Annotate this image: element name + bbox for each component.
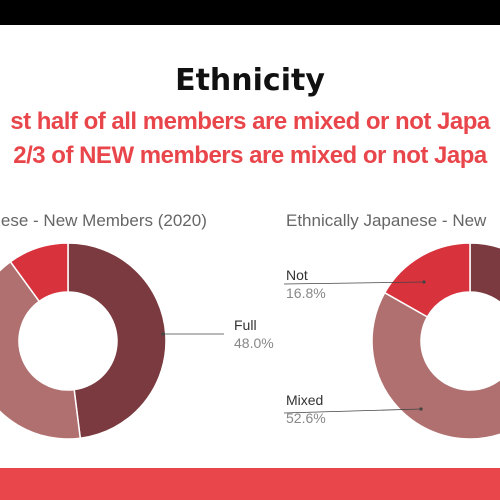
chart-2-value-mixed: 52.6% — [286, 410, 326, 426]
chart-2-slice-full — [469, 242, 500, 304]
chart-2-leader-not — [283, 281, 425, 285]
chart-2-slice-mixed — [371, 291, 500, 440]
chart-1-slice-full — [67, 242, 167, 440]
chart-2-label-not: Not — [286, 267, 308, 283]
slide: Ethnicity st half of all members are mix… — [0, 25, 500, 500]
slide-title: Ethnicity — [175, 63, 325, 98]
chart-1-leader-dot-full — [161, 332, 165, 336]
chart-2-value-not: 16.8% — [286, 285, 326, 301]
chart-1-slice-mixed — [0, 260, 82, 440]
chart-1-value-full: 48.0% — [234, 335, 274, 351]
donut-charts: Full 48.0% Mixed 52.6% Not 16.8% — [0, 242, 500, 440]
subtitle-line-2: 2/3 of NEW members are mixed or not Japa — [13, 142, 487, 169]
chart-1-title: anese - New Members (2020) — [0, 211, 207, 230]
subtitle-line-1: st half of all members are mixed or not … — [10, 108, 490, 135]
chart-2-leader-dot-not — [422, 280, 426, 284]
chart-2-title: Ethnically Japanese - New — [286, 211, 487, 230]
chart-2-leader-mixed — [283, 408, 422, 414]
chart-2-label-mixed: Mixed — [286, 392, 323, 408]
bottom-accent-bar — [0, 468, 500, 500]
chart-2-slice-not — [383, 242, 471, 318]
chart-1-label-full: Full — [234, 317, 257, 333]
chart-1-slice-not — [9, 242, 69, 303]
chart-2-leader-dot-mixed — [419, 407, 423, 411]
